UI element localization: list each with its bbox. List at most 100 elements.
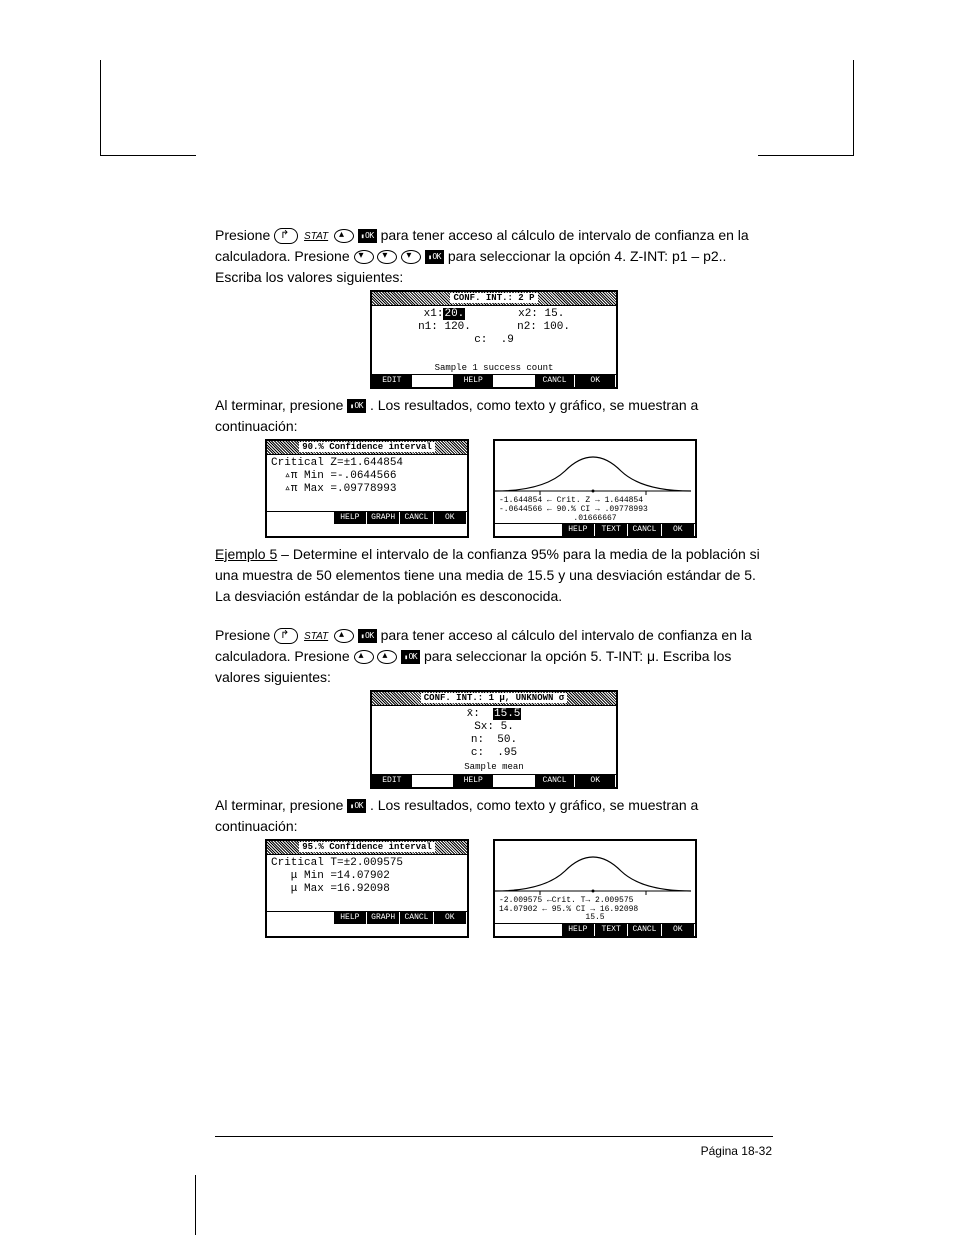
screen1-softkeys: EDIT HELP CANCL OK: [372, 374, 616, 387]
paragraph-3: Presione STAT OK para tener acceso al cá…: [215, 625, 773, 688]
screen4-softkeys: EDIT HELP CANCL OK: [372, 774, 616, 787]
ok-softkey-icon: OK: [358, 229, 377, 243]
ok-softkey-icon: OK: [347, 799, 366, 813]
screen1-wrap: CONF. INT.: 2 P x1:20. x2: 15. n1: 120. …: [215, 290, 773, 389]
screen1-r2r: n2: 100.: [517, 321, 570, 333]
screen4-status: Sample mean: [372, 762, 616, 774]
softkey: HELP: [453, 375, 494, 387]
ok-softkey-icon: OK: [358, 629, 377, 643]
s5-l1: Critical T=±2.009575: [271, 857, 463, 870]
ok-softkey-icon: OK: [401, 650, 420, 664]
s4-r3: n: 50.: [376, 734, 612, 747]
s4-r4: c: .95: [376, 747, 612, 760]
softkey: HELP: [562, 924, 595, 936]
softkey: GRAPH: [367, 912, 400, 924]
calc-screen-1: CONF. INT.: 2 P x1:20. x2: 15. n1: 120. …: [370, 290, 618, 389]
screen6-softkeys: HELP TEXT CANCL OK: [495, 923, 695, 936]
paragraph-2: Al terminar, presione OK . Los resultado…: [215, 395, 773, 437]
page-frame: Presione STAT OK para tener acceso al cá…: [0, 0, 954, 1235]
softkey: HELP: [562, 524, 595, 536]
s4-r2: Sx: 5.: [376, 721, 612, 734]
screen1-r1r: x2: 15.: [518, 308, 564, 320]
screens-pair-2: 95.% Confidence interval Critical T=±2.0…: [265, 839, 773, 938]
screen5-title: 95.% Confidence interval: [267, 841, 467, 855]
paragraph-1: Presione STAT OK para tener acceso al cá…: [215, 225, 773, 288]
para4-t1: Al terminar, presione: [215, 797, 347, 813]
screen2-softkeys: HELP GRAPH CANCL OK: [267, 511, 467, 524]
softkey: [495, 524, 528, 536]
corner-top-left: [100, 60, 196, 156]
softkey: OK: [662, 924, 695, 936]
graph1-labels: -1.644854 ← Crit. Z → 1.644854 -.0644566…: [495, 497, 695, 523]
softkey: [300, 512, 333, 524]
footer-rule: [215, 1136, 773, 1137]
softkey: CANCL: [535, 375, 576, 387]
screen1-r3: c: .9: [376, 334, 612, 347]
screen1-title: CONF. INT.: 2 P: [372, 292, 616, 306]
softkey: [528, 924, 561, 936]
softkey: [413, 775, 454, 787]
s4-r1v: 15.5: [493, 708, 521, 720]
softkey: OK: [662, 524, 695, 536]
corner-top-right: [758, 60, 854, 156]
para3-t1: Presione: [215, 627, 274, 643]
para1-t1: Presione: [215, 227, 274, 243]
s4-r1: x̄:: [467, 708, 493, 720]
down-key-icon: [377, 250, 397, 264]
screen1-r2l: n1: 120.: [418, 321, 471, 333]
ok-softkey-icon: OK: [347, 399, 366, 413]
g1-axis3: .01666667: [499, 515, 691, 524]
s2-l1: Critical Z=±1.644854: [271, 457, 463, 470]
screen1-r1l-val: 20.: [443, 308, 465, 320]
s5-l3: μ Max =16.92098: [271, 883, 463, 896]
softkey: CANCL: [400, 912, 433, 924]
softkey: HELP: [334, 912, 367, 924]
s2-l2: ▵π Min =-.0644566: [271, 470, 463, 483]
screen1-r1l: x1:: [424, 308, 444, 320]
screen2-title: 90.% Confidence interval: [267, 441, 467, 455]
ok-softkey-icon: OK: [425, 250, 444, 264]
softkey: OK: [575, 375, 616, 387]
g2-axis3: 15.5: [499, 914, 691, 923]
softkey: [528, 524, 561, 536]
shift-right-key-icon: [274, 628, 298, 644]
page-footer: Página 18-32: [701, 1144, 772, 1158]
calc-screen-6: -2.009575 ←Crit. T→ 2.009575 14.07902 ← …: [493, 839, 697, 938]
para2-t1: Al terminar, presione: [215, 397, 347, 413]
down-key-icon: [354, 250, 374, 264]
stat-key-label: STAT: [302, 629, 330, 644]
softkey: OK: [434, 912, 467, 924]
softkey: CANCL: [400, 512, 433, 524]
s2-l3: ▵π Max =.09778993: [271, 483, 463, 496]
up-key-icon: [377, 650, 397, 664]
softkey: HELP: [453, 775, 494, 787]
softkey: OK: [575, 775, 616, 787]
screens-pair-1: 90.% Confidence interval Critical Z=±1.6…: [265, 439, 773, 538]
graph-2: [495, 841, 691, 897]
softkey: HELP: [334, 512, 367, 524]
softkey: CANCL: [535, 775, 576, 787]
s5-l2: μ Min =14.07902: [271, 870, 463, 883]
calc-screen-5: 95.% Confidence interval Critical T=±2.0…: [265, 839, 469, 938]
ejemplo5-para: Ejemplo 5 – Determine el intervalo de la…: [215, 544, 773, 607]
calc-screen-3: -1.644854 ← Crit. Z → 1.644854 -.0644566…: [493, 439, 697, 538]
graph-1: [495, 441, 691, 497]
paragraph-4: Al terminar, presione OK . Los resultado…: [215, 795, 773, 837]
calc-screen-4: CONF. INT.: 1 μ, UNKNOWN σ x̄: 15.5 Sx: …: [370, 690, 618, 789]
gutter-line: [195, 1175, 196, 1235]
screen3-softkeys: HELP TEXT CANCL OK: [495, 523, 695, 536]
screen1-status: Sample 1 success count: [372, 363, 616, 375]
softkey: EDIT: [372, 375, 413, 387]
screen4-title: CONF. INT.: 1 μ, UNKNOWN σ: [372, 692, 616, 706]
softkey: TEXT: [595, 924, 628, 936]
up-key-icon: [354, 650, 374, 664]
softkey: [494, 375, 535, 387]
ejemplo5-text: – Determine el intervalo de la confianza…: [215, 546, 760, 604]
softkey: [494, 775, 535, 787]
screen5-softkeys: HELP GRAPH CANCL OK: [267, 911, 467, 924]
softkey: TEXT: [595, 524, 628, 536]
up-key-icon: [334, 229, 354, 243]
down-key-icon: [401, 250, 421, 264]
up-key-icon: [334, 629, 354, 643]
calc-screen-2: 90.% Confidence interval Critical Z=±1.6…: [265, 439, 469, 538]
